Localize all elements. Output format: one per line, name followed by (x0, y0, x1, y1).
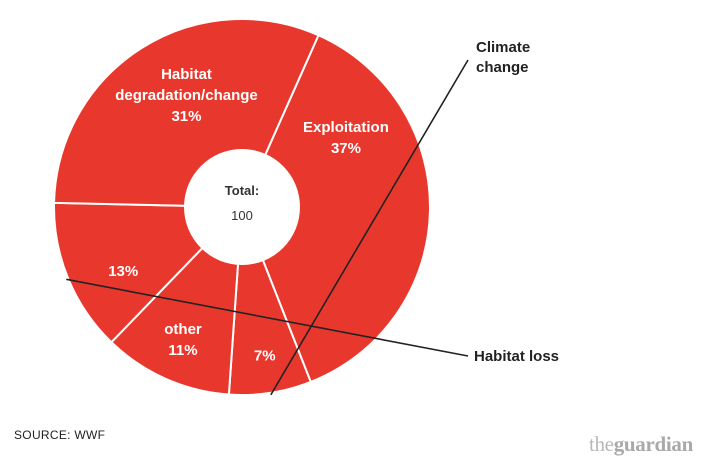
slice-label-habitat-degradation-change-1: degradation/change (115, 87, 258, 104)
slice-label-habitat-degradation-change-value: 31% (171, 108, 201, 125)
callout-label-climate-change-0: Climate (476, 39, 530, 56)
guardian-logo: theguardian (589, 432, 693, 457)
logo-the: the (588, 432, 614, 456)
callout-label-climate-change-1: change (476, 59, 529, 76)
slice-label-exploitation-0: Exploitation (303, 119, 389, 136)
callout-line-climate-change (270, 59, 469, 396)
slice-label-climate-change-value: 7% (254, 347, 276, 364)
callout-line-habitat-loss (66, 278, 469, 357)
center-total-label: Total: (225, 183, 259, 198)
slice-exploitation (240, 33, 431, 384)
slice-label-exploitation-value: 37% (331, 140, 361, 157)
slice-label-habitat-degradation-change-0: Habitat (161, 66, 212, 83)
donut-hole (184, 149, 300, 265)
center-total-value: 100 (231, 208, 253, 223)
donut-chart-svg: Total: 100 Exploitation 37% 7% other 11% 13% Ha… (53, 18, 559, 396)
slice-label-other-0: other (164, 321, 202, 338)
slice-label-other-value: 11% (168, 342, 197, 359)
source-note: SOURCE: WWF (14, 428, 106, 442)
slice-label-habitat-loss-value: 13% (108, 263, 138, 280)
callout-label-habitat-loss-0: Habitat loss (474, 348, 559, 365)
logo-guardian: guardian (613, 432, 694, 456)
